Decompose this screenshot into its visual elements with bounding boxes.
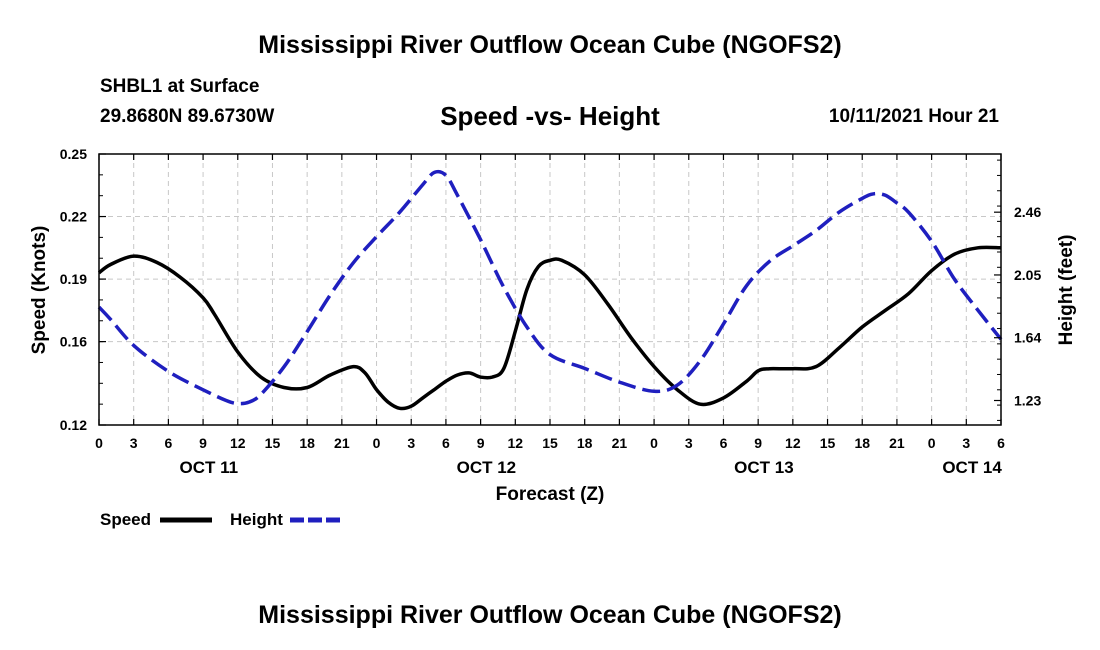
x-tick-label: 18 [577, 435, 593, 451]
date-label: OCT 11 [180, 458, 239, 477]
x-tick-label: 15 [542, 435, 558, 451]
y-axis-label: Speed (Knots) [29, 226, 50, 355]
date-label: OCT 13 [734, 458, 794, 477]
legend-speed-label: Speed [100, 510, 151, 529]
y-tick-label: 0.19 [60, 271, 87, 287]
x-tick-label: 21 [612, 435, 628, 451]
x-tick-label: 15 [265, 435, 281, 451]
x-tick-label: 9 [477, 435, 485, 451]
date-label: OCT 14 [942, 458, 1002, 477]
x-tick-label: 18 [299, 435, 315, 451]
x-tick-label: 6 [720, 435, 728, 451]
y2-tick-label: 2.46 [1014, 204, 1041, 220]
x-tick-label: 0 [373, 435, 381, 451]
x-tick-label: 6 [997, 435, 1005, 451]
x-tick-label: 9 [199, 435, 207, 451]
x-tick-label: 0 [650, 435, 658, 451]
x-tick-label: 12 [508, 435, 524, 451]
y-tick-label: 0.22 [60, 209, 87, 225]
y-tick-label: 0.12 [60, 417, 87, 433]
y2-tick-label: 1.23 [1014, 393, 1041, 409]
x-axis-label: Forecast (Z) [496, 484, 605, 505]
x-tick-label: 0 [928, 435, 936, 451]
axis-ticks [98, 153, 1002, 426]
x-tick-label: 6 [164, 435, 172, 451]
legend: Speed Height [100, 510, 342, 529]
x-tick-label: 12 [785, 435, 801, 451]
series-line-height [97, 169, 1003, 406]
chart-title-bottom: Mississippi River Outflow Ocean Cube (NG… [258, 601, 842, 629]
station-label: SHBL1 at Surface [100, 76, 260, 97]
x-tick-label: 6 [442, 435, 450, 451]
coordinates-label: 29.8680N 89.6730W [100, 106, 275, 127]
legend-height-label: Height [230, 510, 283, 529]
axis-labels: 0 3 6 9 12 15 18 21 0 3 6 9 12 15 18 21 0 3 6 9 12 15 18 21 0 3 6 0… [60, 146, 1042, 477]
x-tick-label: 0 [95, 435, 103, 451]
x-tick-label: 21 [889, 435, 905, 451]
x-tick-label: 3 [962, 435, 970, 451]
chart-subtitle: Speed -vs- Height [440, 101, 660, 131]
y-tick-label: 0.16 [60, 334, 87, 350]
x-tick-label: 3 [407, 435, 415, 451]
series-line-speed [97, 245, 1002, 411]
y-tick-label: 0.25 [60, 146, 87, 162]
chart-title-top: Mississippi River Outflow Ocean Cube (NG… [258, 31, 842, 59]
datetime-label: 10/11/2021 Hour 21 [828, 106, 999, 127]
date-label: OCT 12 [457, 458, 517, 477]
x-tick-label: 9 [754, 435, 762, 451]
y2-axis-label: Height (feet) [1056, 235, 1077, 346]
x-tick-label: 12 [230, 435, 246, 451]
series-lines [97, 169, 1003, 411]
x-tick-label: 21 [334, 435, 350, 451]
x-tick-label: 3 [685, 435, 693, 451]
x-tick-label: 3 [130, 435, 138, 451]
x-tick-label: 18 [854, 435, 870, 451]
grid-lines [99, 154, 1001, 425]
y2-tick-label: 1.64 [1014, 330, 1041, 346]
x-tick-label: 15 [820, 435, 836, 451]
y2-tick-label: 2.05 [1014, 267, 1041, 283]
